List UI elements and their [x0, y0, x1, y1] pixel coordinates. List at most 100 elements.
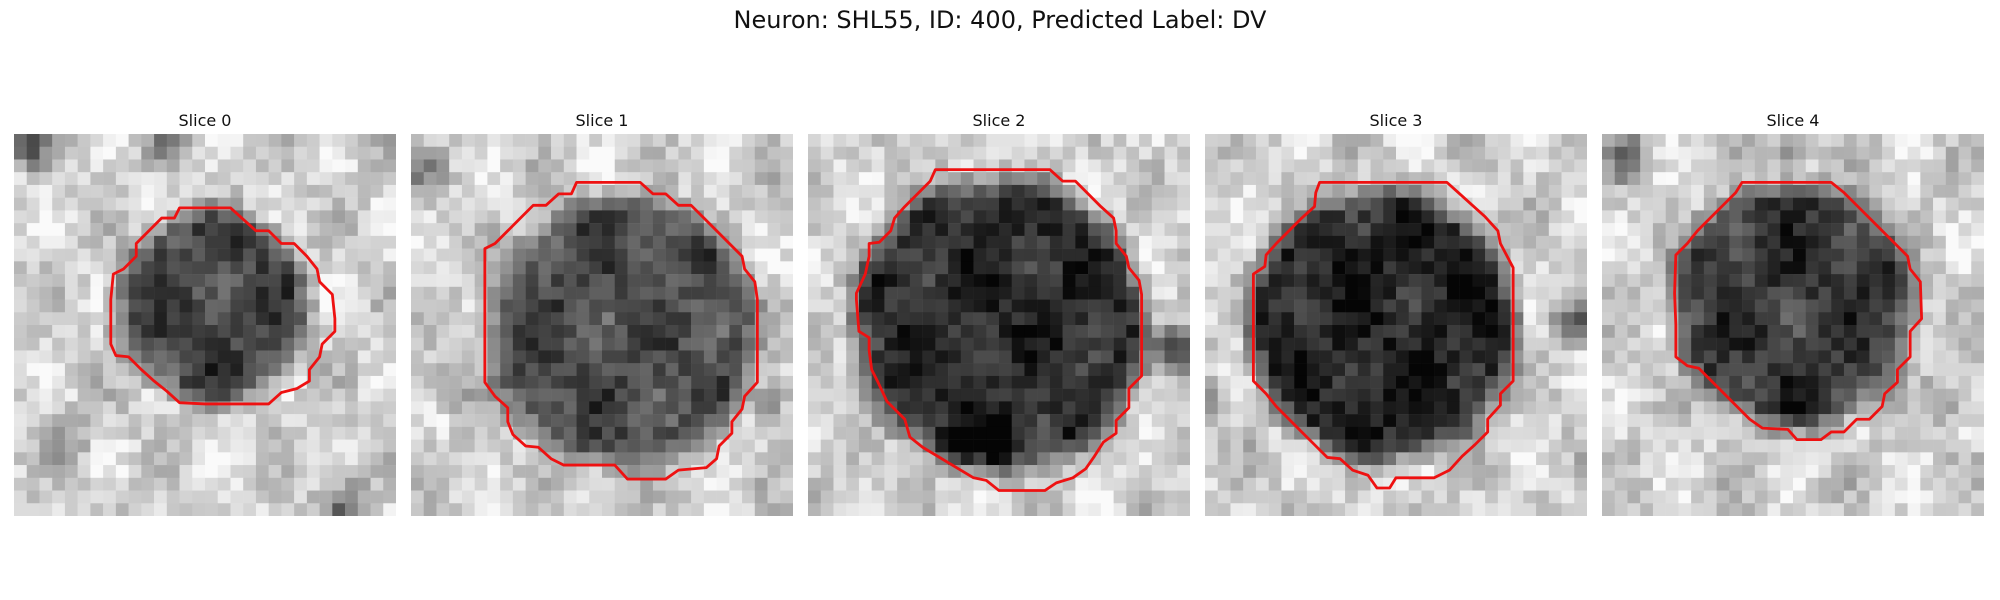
image-pixel — [614, 503, 628, 516]
image-pixel — [691, 452, 705, 466]
image-pixel — [1024, 197, 1038, 211]
image-pixel — [1945, 350, 1959, 364]
image-pixel — [1703, 439, 1717, 453]
image-pixel — [141, 414, 155, 428]
image-pixel — [1396, 312, 1409, 326]
image-pixel — [1958, 146, 1972, 160]
image-pixel — [332, 388, 346, 402]
image-pixel — [141, 159, 155, 173]
image-pixel — [1164, 146, 1178, 160]
image-pixel — [487, 414, 501, 428]
image-pixel — [1332, 490, 1346, 504]
image-pixel — [1139, 490, 1153, 504]
image-pixel — [602, 299, 615, 313]
image-pixel — [487, 261, 501, 275]
image-pixel — [461, 261, 475, 275]
image-pixel — [652, 337, 666, 351]
image-pixel — [268, 388, 282, 402]
image-pixel — [1869, 490, 1883, 504]
image-pixel — [1408, 477, 1422, 491]
image-pixel — [1255, 312, 1269, 326]
image-pixel — [808, 159, 821, 173]
image-pixel — [563, 172, 577, 186]
image-pixel — [1459, 414, 1473, 428]
image-pixel — [538, 261, 552, 275]
image-pixel — [39, 363, 53, 377]
image-pixel — [1177, 248, 1190, 262]
image-pixel — [436, 388, 450, 402]
image-pixel — [411, 286, 424, 300]
image-pixel — [1164, 426, 1178, 440]
image-pixel — [1843, 223, 1857, 237]
image-pixel — [14, 299, 27, 313]
image-pixel — [1652, 197, 1666, 211]
image-pixel — [154, 312, 168, 326]
image-pixel — [64, 274, 78, 288]
image-pixel — [665, 223, 679, 237]
image-pixel — [742, 235, 756, 249]
image-pixel — [1958, 210, 1972, 224]
image-pixel — [294, 414, 308, 428]
image-pixel — [474, 235, 488, 249]
image-pixel — [576, 299, 590, 313]
image-pixel — [77, 490, 91, 504]
image-pixel — [729, 210, 743, 224]
image-pixel — [767, 414, 781, 428]
image-pixel — [808, 210, 821, 224]
image-pixel — [1113, 375, 1127, 389]
image-pixel — [627, 375, 641, 389]
image-pixel — [563, 363, 577, 377]
image-pixel — [115, 426, 129, 440]
image-pixel — [192, 312, 206, 326]
image-pixel — [948, 261, 962, 275]
image-pixel — [166, 439, 180, 453]
image-pixel — [563, 159, 577, 173]
image-pixel — [205, 184, 218, 198]
image-pixel — [1268, 350, 1282, 364]
image-pixel — [1062, 414, 1076, 428]
image-pixel — [1793, 337, 1806, 351]
image-pixel — [1561, 388, 1575, 402]
image-pixel — [370, 490, 384, 504]
image-pixel — [345, 477, 359, 491]
image-pixel — [1294, 465, 1308, 479]
image-pixel — [1691, 235, 1705, 249]
image-pixel — [716, 248, 730, 262]
image-pixel — [1678, 388, 1692, 402]
image-pixel — [1665, 363, 1679, 377]
image-pixel — [1729, 248, 1743, 262]
image-pixel — [39, 490, 53, 504]
image-pixel — [1139, 159, 1153, 173]
image-pixel — [1126, 363, 1140, 377]
image-pixel — [1652, 223, 1666, 237]
image-pixel — [1869, 197, 1883, 211]
image-pixel — [1306, 337, 1320, 351]
image-pixel — [1627, 172, 1641, 186]
image-pixel — [1370, 337, 1384, 351]
image-pixel — [1230, 503, 1244, 516]
image-pixel — [1729, 414, 1743, 428]
image-pixel — [1037, 274, 1051, 288]
image-pixel — [345, 261, 359, 275]
image-pixel — [1408, 261, 1422, 275]
image-pixel — [64, 146, 78, 160]
image-pixel — [973, 223, 987, 237]
image-pixel — [1574, 490, 1587, 504]
image-pixel — [26, 439, 40, 453]
image-pixel — [1574, 388, 1587, 402]
image-pixel — [780, 299, 793, 313]
image-pixel — [703, 414, 717, 428]
image-pixel — [154, 426, 168, 440]
image-pixel — [1113, 299, 1127, 313]
image-pixel — [986, 261, 1000, 275]
image-pixel — [640, 363, 654, 377]
image-pixel — [1536, 388, 1550, 402]
image-pixel — [767, 388, 781, 402]
image-pixel — [1805, 248, 1819, 262]
image-pixel — [345, 299, 359, 313]
image-pixel — [1678, 274, 1692, 288]
image-pixel — [1780, 159, 1794, 173]
image-pixel — [1370, 159, 1384, 173]
image-pixel — [1894, 490, 1908, 504]
image-pixel — [461, 172, 475, 186]
